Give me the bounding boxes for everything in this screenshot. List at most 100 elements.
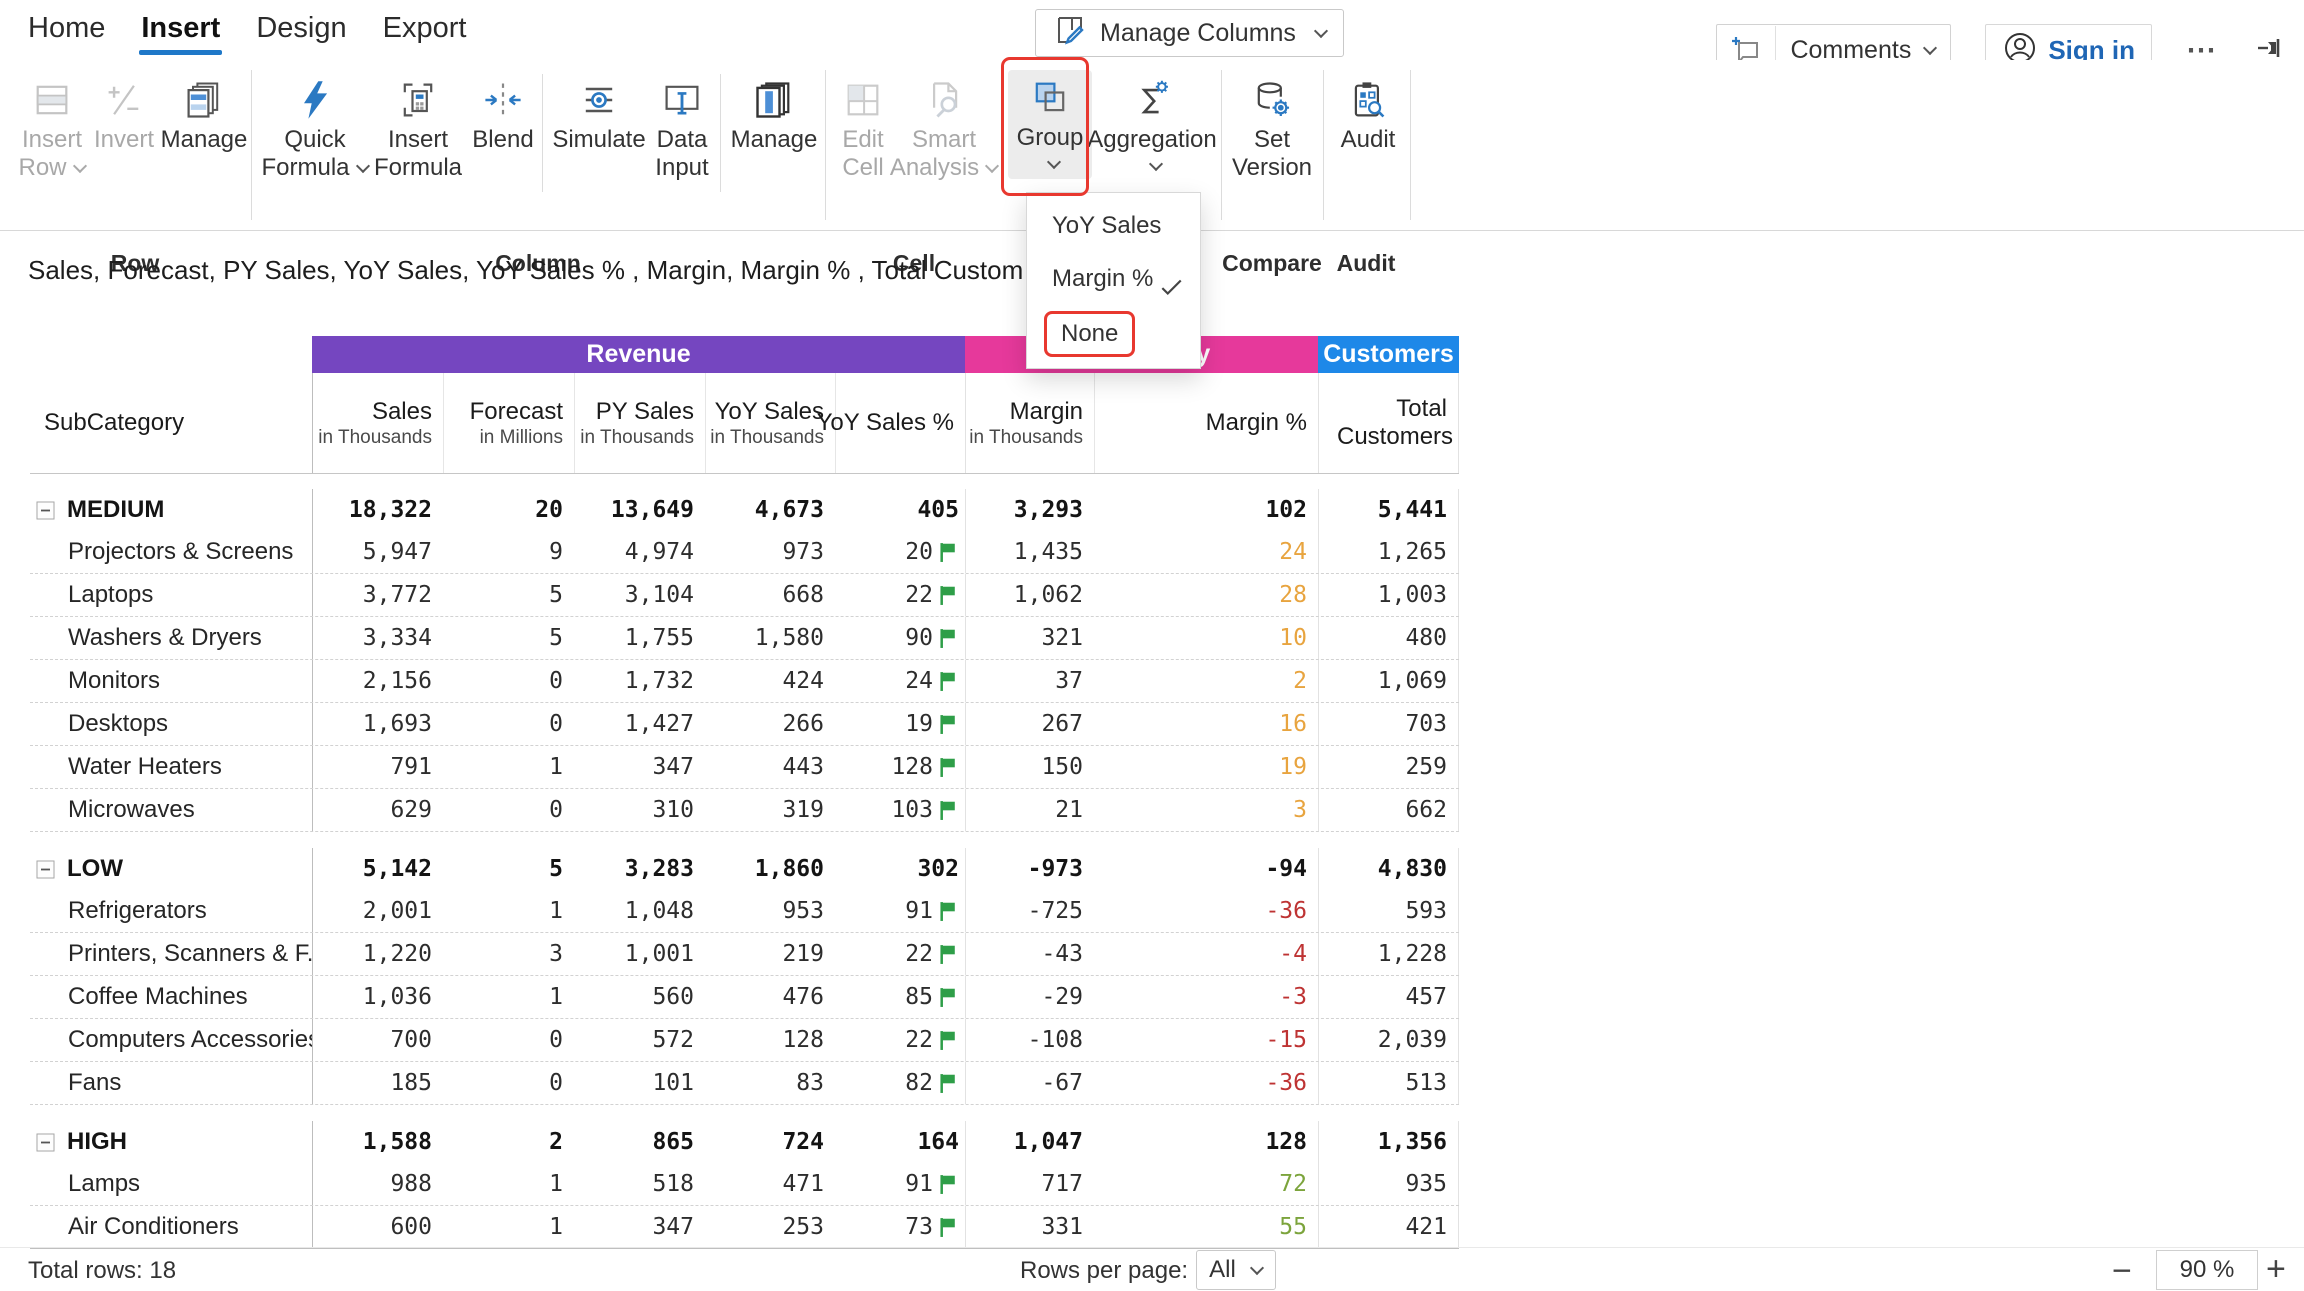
cell-margin: 331 [965, 1206, 1094, 1248]
flag-icon [938, 943, 959, 965]
cell-forecast: 0 [549, 797, 563, 823]
cell-sales: 600 [312, 1206, 443, 1248]
row-label: Fans [68, 1069, 122, 1096]
group-button[interactable]: Group [1008, 70, 1092, 179]
flag-icon [938, 1072, 959, 1094]
set-version-button[interactable]: Set Version [1228, 74, 1316, 182]
cell-margin-pct: -94 [1265, 856, 1307, 882]
audit-icon [1346, 74, 1390, 122]
cell-margin: 321 [965, 617, 1094, 659]
cell-margin-pct: -15 [1265, 1027, 1307, 1053]
cell-yoy-sales-pct: 85 [835, 976, 965, 1018]
cell-total-customers: 2,039 [1318, 1019, 1459, 1061]
cell-yoy-sales: 424 [782, 668, 824, 694]
tab-home[interactable]: Home [28, 12, 105, 53]
invert-button[interactable]: Invert [92, 74, 156, 154]
cell-forecast: 1 [549, 898, 563, 924]
aggregation-button[interactable]: Aggregation [1087, 74, 1217, 173]
cell-margin-pct: 3 [1293, 797, 1307, 823]
data-input-icon [660, 74, 704, 122]
tab-export[interactable]: Export [383, 12, 467, 53]
button-label: Blend [472, 126, 534, 153]
simulate-button[interactable]: Simulate [552, 74, 646, 154]
button-label: Formula [373, 154, 463, 181]
menu-item-margin-pct[interactable]: Margin % [1027, 252, 1200, 305]
cell-py-sales: 518 [652, 1171, 694, 1197]
flag-icon [938, 670, 959, 692]
cell-yoy-sales: 973 [782, 539, 824, 565]
cell-forecast: 0 [549, 1027, 563, 1053]
cell-margin-pct: -3 [1279, 984, 1307, 1010]
tab-design[interactable]: Design [256, 12, 346, 53]
group-name: MEDIUM [67, 496, 165, 523]
blend-button[interactable]: Blend [470, 74, 536, 154]
band-customers-label: Customers [1323, 340, 1454, 368]
insert-row-button[interactable]: Insert Row [14, 74, 90, 182]
tab-insert-label: Insert [141, 12, 221, 44]
data-input-button[interactable]: Data Input [650, 74, 714, 182]
manage-cells-button[interactable]: Manage [728, 74, 820, 154]
collapse-toggle-icon[interactable] [36, 1133, 55, 1152]
manage-columns-button[interactable]: Manage Columns [1035, 9, 1344, 57]
table-row: Laptops 3,772 5 3,104 668 22 1,062 28 1,003 [30, 574, 1459, 617]
cell-py-sales: 1,048 [624, 898, 694, 924]
cell-total-customers: 593 [1318, 890, 1459, 932]
quick-formula-button[interactable]: Quick Formula [261, 74, 368, 182]
cell-sales: 5,142 [312, 848, 443, 890]
row-label: Washers & Dryers [68, 624, 262, 651]
cell-margin-pct: 102 [1265, 497, 1307, 523]
button-label: Analysis [889, 154, 980, 181]
cell-margin-pct: 19 [1279, 754, 1307, 780]
cell-yoy-sales-pct: 128 [835, 746, 965, 788]
cell-sales: 185 [312, 1062, 443, 1104]
collapse-toggle-icon[interactable] [36, 860, 55, 879]
group-total-row: MEDIUM 18,322 20 13,649 4,673 405 3,293 102 5,44… [30, 473, 1459, 531]
pin-icon[interactable] [2254, 33, 2284, 68]
row-label: Microwaves [68, 796, 195, 823]
cell-yoy-sales: 953 [782, 898, 824, 924]
cell-margin: -29 [965, 976, 1094, 1018]
button-label: Edit [842, 126, 884, 153]
flag-icon [938, 713, 959, 735]
menu-item-none[interactable]: None [1027, 305, 1200, 358]
cell-margin: 717 [965, 1163, 1094, 1205]
rows-per-page-value: All [1209, 1256, 1236, 1283]
cell-forecast: 5 [549, 856, 563, 882]
tab-design-label: Design [256, 12, 347, 44]
cell-yoy-sales-pct: 22 [835, 1019, 965, 1061]
rows-per-page-label: Rows per page: [1020, 1257, 1189, 1284]
flag-icon [938, 986, 959, 1008]
table-row: Printers, Scanners & F... 1,220 3 1,001 219 2… [30, 933, 1459, 976]
column-header-total-customers: Total Customers [1318, 373, 1459, 473]
chevron-down-icon [1047, 155, 1060, 168]
button-label: Insert [387, 126, 449, 153]
chevron-down-icon [985, 159, 998, 172]
cell-forecast: 0 [549, 711, 563, 737]
zoom-level-value[interactable]: 90 % [2156, 1250, 2258, 1290]
cell-forecast: 2 [549, 1129, 563, 1155]
tab-insert[interactable]: Insert [139, 12, 223, 55]
zoom-in-button[interactable]: + [2266, 1250, 2286, 1288]
rows-per-page-select[interactable]: All [1196, 1250, 1276, 1290]
cell-margin: 267 [965, 703, 1094, 745]
menu-item-yoy-sales[interactable]: YoY Sales [1027, 199, 1200, 252]
manage-rows-button[interactable]: Manage [160, 74, 248, 154]
insert-formula-button[interactable]: Insert Formula [372, 74, 464, 182]
edit-cell-button[interactable]: Edit Cell [834, 74, 892, 182]
audit-button[interactable]: Audit [1330, 74, 1406, 154]
total-rows-status: Total rows: 18 [28, 1257, 177, 1284]
table-row: Washers & Dryers 3,334 5 1,755 1,580 90 321 10 4… [30, 617, 1459, 660]
smart-analysis-button[interactable]: Smart Analysis [888, 74, 1000, 182]
cell-yoy-sales: 128 [782, 1027, 824, 1053]
zoom-out-button[interactable]: − [2112, 1252, 2132, 1290]
flag-icon [938, 541, 959, 563]
cell-margin-pct: 16 [1279, 711, 1307, 737]
column-header-yoy-sales-pct: YoY Sales % [817, 373, 965, 473]
cell-forecast: 9 [549, 539, 563, 565]
manage-cells-icon [752, 74, 796, 122]
cell-yoy-sales: 219 [782, 941, 824, 967]
collapse-toggle-icon[interactable] [36, 501, 55, 520]
flag-icon [938, 799, 959, 821]
cell-forecast: 5 [549, 625, 563, 651]
cell-sales: 2,156 [312, 660, 443, 702]
